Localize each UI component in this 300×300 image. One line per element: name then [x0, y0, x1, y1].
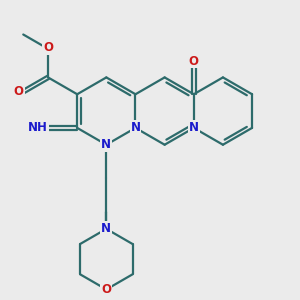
Text: O: O	[43, 41, 53, 54]
Text: O: O	[14, 85, 24, 98]
Text: N: N	[101, 222, 111, 236]
Text: O: O	[101, 283, 111, 296]
Text: NH: NH	[28, 122, 48, 134]
Text: O: O	[189, 55, 199, 68]
Text: N: N	[101, 138, 111, 151]
Text: N: N	[130, 122, 140, 134]
Text: N: N	[189, 122, 199, 134]
